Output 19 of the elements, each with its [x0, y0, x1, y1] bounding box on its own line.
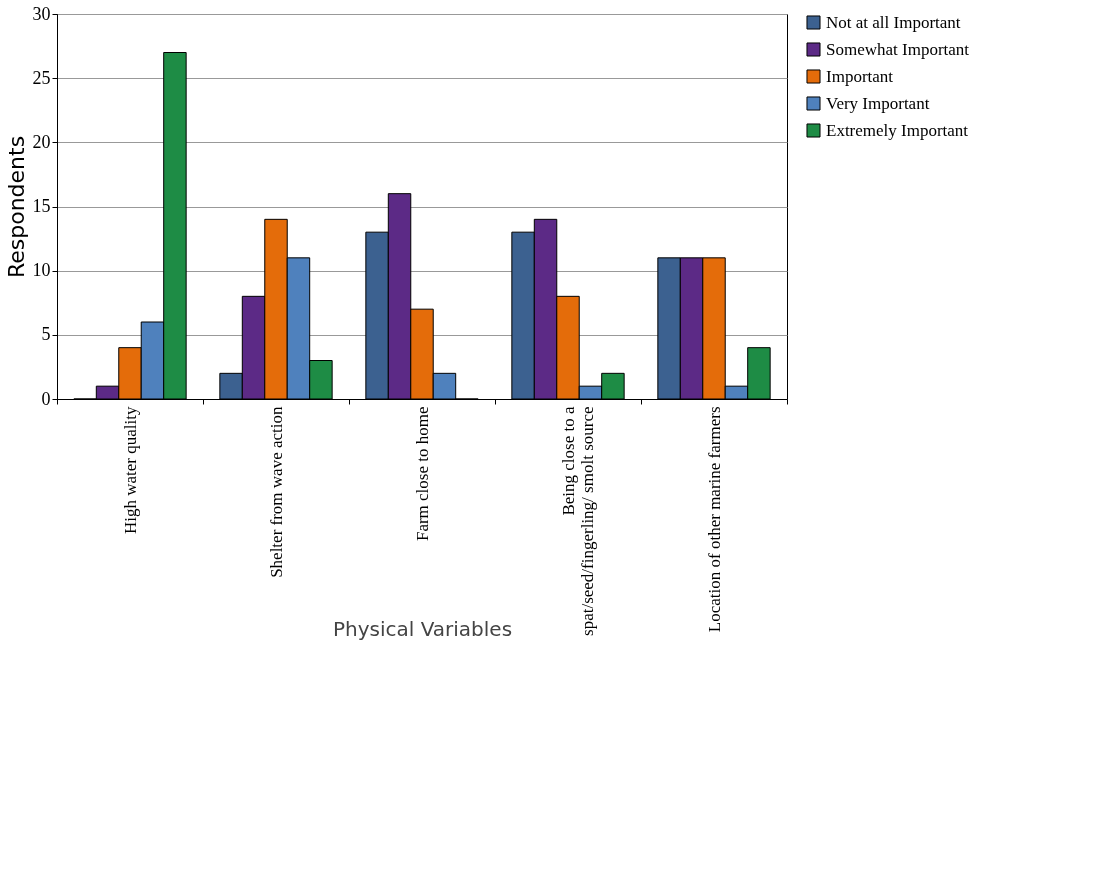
legend-label: Somewhat Important	[826, 39, 970, 59]
x-tick-label: Being close to a spat/seed/fingerling/ smolt source	[558, 406, 597, 636]
y-tick-label: 10	[32, 260, 51, 281]
x-axis-title: Physical Variables	[332, 616, 513, 641]
y-tick-label: 30	[32, 3, 51, 24]
y-tick-label: 0	[41, 388, 51, 409]
legend-label: Not at all Important	[826, 12, 961, 32]
y-tick-label: 15	[32, 196, 51, 216]
x-tick-label: Location of other marine farmers	[704, 406, 724, 633]
legend-label: Extremely Important	[826, 120, 969, 140]
y-tick-label: 25	[32, 67, 51, 88]
legend-label: Important	[826, 66, 894, 86]
y-axis-title: Respondents	[3, 135, 29, 279]
x-tick-label: Shelter from wave action	[266, 406, 286, 578]
y-tick-label: 20	[32, 131, 51, 152]
y-tick-label: 5	[41, 324, 51, 345]
legend-label: Very Important	[826, 93, 930, 113]
x-tick-label: Farm close to home	[412, 406, 432, 542]
x-tick-label: High water quality	[120, 406, 140, 534]
